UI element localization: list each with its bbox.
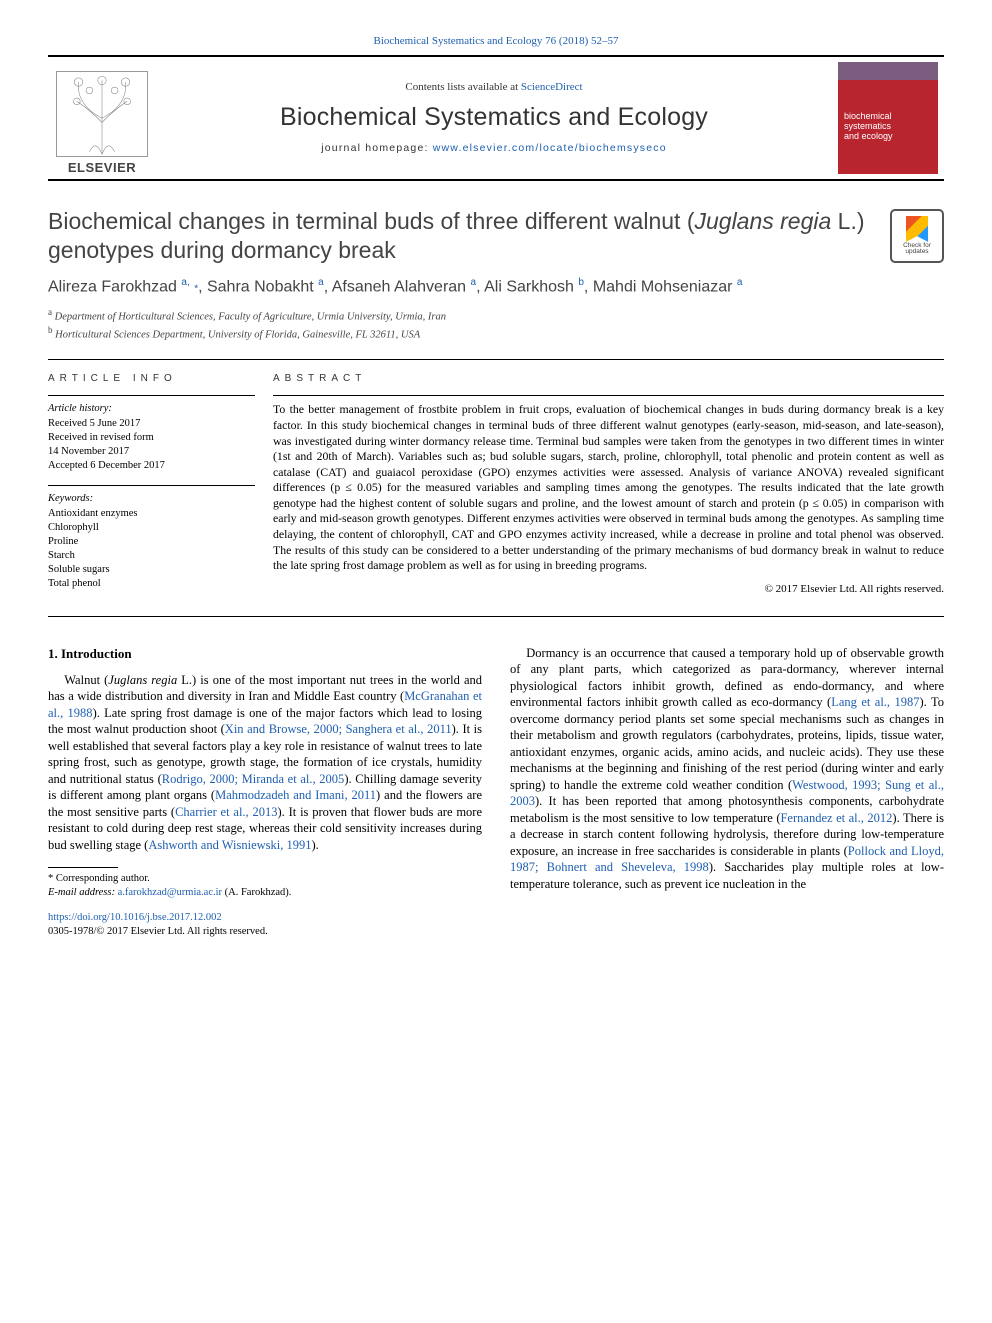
masthead-center: Contents lists available at ScienceDirec… — [156, 57, 832, 179]
affiliation-line: a Department of Horticultural Sciences, … — [48, 306, 944, 325]
authors: Alireza Farokhzad a, *, Sahra Nobakht a,… — [48, 276, 944, 298]
keywords-label: Keywords: — [48, 492, 255, 506]
article-info-column: article info Article history: Received 5… — [48, 360, 273, 616]
journal-cover-wrap: biochemical systematics and ecology — [832, 57, 944, 179]
citation-link[interactable]: McGranahan et al., 1988 — [48, 689, 482, 720]
publisher-name: ELSEVIER — [68, 159, 136, 177]
journal-cover-title: biochemical systematics and ecology — [838, 108, 938, 146]
contents-line: Contents lists available at ScienceDirec… — [405, 80, 582, 95]
history-label: Article history: — [48, 402, 255, 416]
italic-term: Juglans regia — [108, 673, 177, 687]
article-title: Biochemical changes in terminal buds of … — [48, 207, 944, 266]
masthead: ELSEVIER Contents lists available at Sci… — [48, 55, 944, 181]
history-line: Received 5 June 2017 — [48, 417, 255, 431]
keyword: Antioxidant enzymes — [48, 507, 255, 521]
corr-email-paren: (A. Farokhzad). — [222, 887, 291, 898]
left-column: 1. Introduction Walnut (Juglans regia L.… — [48, 645, 482, 939]
article-history-block: Article history: Received 5 June 2017Rec… — [48, 395, 255, 473]
journal-cover: biochemical systematics and ecology — [838, 62, 938, 174]
keyword: Proline — [48, 535, 255, 549]
abstract-text: To the better management of frostbite pr… — [273, 402, 944, 573]
right-column: Dormancy is an occurrence that caused a … — [510, 645, 944, 939]
history-line: 14 November 2017 — [48, 445, 255, 459]
homepage-link[interactable]: www.elsevier.com/locate/biochemsyseco — [433, 142, 667, 154]
keywords-block: Keywords: Antioxidant enzymesChlorophyll… — [48, 485, 255, 591]
citation-link[interactable]: Fernandez et al., 2012 — [780, 811, 892, 825]
title-part-1: Biochemical changes in terminal buds of … — [48, 208, 694, 234]
keyword: Total phenol — [48, 577, 255, 591]
citation-link[interactable]: Mahmodzadeh and Imani, 2011 — [215, 788, 376, 802]
article-info-heading: article info — [48, 372, 255, 386]
corresponding-author-note: * Corresponding author. E-mail address: … — [48, 872, 482, 899]
elsevier-tree-icon — [56, 71, 148, 157]
issn-line: 0305-1978/© 2017 Elsevier Ltd. All right… — [48, 925, 482, 939]
title-italic: Juglans regia — [694, 208, 831, 234]
crossmark-icon — [906, 216, 928, 242]
contents-prefix: Contents lists available at — [405, 81, 520, 93]
journal-cover-band — [838, 62, 938, 80]
running-head-link[interactable]: Biochemical Systematics and Ecology 76 (… — [373, 35, 618, 47]
corr-label: * Corresponding author. — [48, 872, 482, 886]
citation-link[interactable]: Ashworth and Wisniewski, 1991 — [148, 838, 311, 852]
intro-heading: 1. Introduction — [48, 645, 482, 662]
homepage-prefix: journal homepage: — [321, 142, 433, 154]
email-label: E-mail address: — [48, 887, 118, 898]
corr-email-link[interactable]: a.farokhzad@urmia.ac.ir — [118, 887, 222, 898]
homepage-line: journal homepage: www.elsevier.com/locat… — [321, 141, 667, 155]
history-line: Received in revised form — [48, 431, 255, 445]
abstract-heading: abstract — [273, 372, 944, 386]
history-line: Accepted 6 December 2017 — [48, 459, 255, 473]
abstract-column: abstract To the better management of fro… — [273, 360, 944, 616]
affiliation-line: b Horticultural Sciences Department, Uni… — [48, 324, 944, 343]
citation-link[interactable]: Lang et al., 1987 — [831, 695, 919, 709]
citation-link[interactable]: Charrier et al., 2013 — [175, 805, 277, 819]
running-head: Biochemical Systematics and Ecology 76 (… — [48, 34, 944, 49]
keyword: Starch — [48, 549, 255, 563]
check-updates-badge[interactable]: Check for updates — [890, 209, 944, 263]
footnote-separator — [48, 867, 118, 868]
check-updates-line2: updates — [905, 249, 928, 256]
keyword: Soluble sugars — [48, 563, 255, 577]
intro-para-right: Dormancy is an occurrence that caused a … — [510, 645, 944, 893]
journal-title: Biochemical Systematics and Ecology — [280, 101, 708, 135]
keyword: Chlorophyll — [48, 521, 255, 535]
citation-link[interactable]: Xin and Browse, 2000; Sanghera et al., 2… — [225, 722, 452, 736]
abstract-copyright: © 2017 Elsevier Ltd. All rights reserved… — [273, 582, 944, 597]
doi-link[interactable]: https://doi.org/10.1016/j.bse.2017.12.00… — [48, 912, 222, 923]
intro-para-left: Walnut (Juglans regia L.) is one of the … — [48, 672, 482, 854]
citation-link[interactable]: Pollock and Lloyd, 1987; Bohnert and She… — [510, 844, 944, 875]
affiliations: a Department of Horticultural Sciences, … — [48, 306, 944, 343]
citation-link[interactable]: Westwood, 1993; Sung et al., 2003 — [510, 778, 944, 809]
publisher-block: ELSEVIER — [48, 57, 156, 179]
cover-title-3: and ecology — [844, 132, 932, 142]
footer-meta: https://doi.org/10.1016/j.bse.2017.12.00… — [48, 911, 482, 938]
citation-link[interactable]: Rodrigo, 2000; Miranda et al., 2005 — [162, 772, 345, 786]
sciencedirect-link[interactable]: ScienceDirect — [521, 81, 583, 93]
body-columns: 1. Introduction Walnut (Juglans regia L.… — [48, 645, 944, 939]
